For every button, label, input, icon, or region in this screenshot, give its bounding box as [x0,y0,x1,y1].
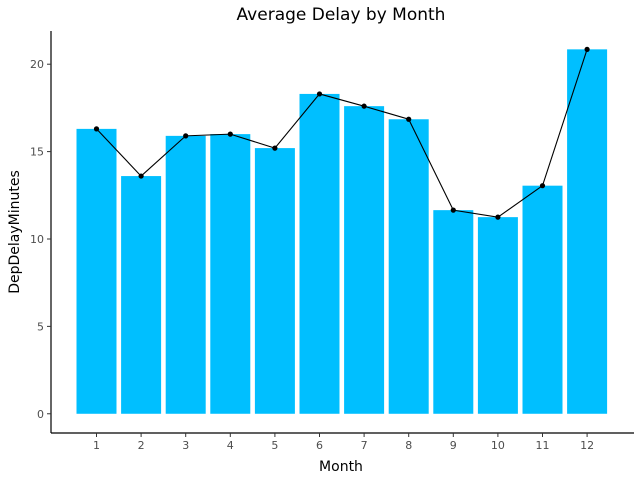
point-month-4 [227,131,233,137]
series-line [96,49,588,218]
bar-month-8 [388,119,429,414]
point-month-2 [138,173,144,179]
point-month-12 [584,46,590,52]
points-group [93,46,590,220]
x-axis-label: Month [319,459,363,475]
bars-group [76,49,608,414]
x-tick-label-10: 10 [491,439,505,452]
bar-month-2 [121,176,162,414]
chart-title: Average Delay by Month [237,5,446,25]
bar-month-10 [477,217,518,414]
x-ticks-group: 1 2 3 4 5 6 7 8 9 10 11 12 [93,433,594,452]
point-month-3 [183,133,189,139]
y-tick-label-0: 0 [37,408,44,421]
x-tick-label-8: 8 [405,439,412,452]
y-tick-label-10: 10 [30,233,44,246]
point-month-5 [272,145,278,151]
bar-month-12 [567,49,608,414]
x-tick-label-12: 12 [580,439,594,452]
x-tick-label-6: 6 [316,439,323,452]
x-tick-label-3: 3 [182,439,189,452]
line-layer [96,49,588,218]
y-tick-label-5: 5 [37,320,44,333]
x-tick-label-11: 11 [536,439,550,452]
bar-month-11 [522,185,563,414]
x-tick-label-7: 7 [361,439,368,452]
x-tick-label-4: 4 [227,439,234,452]
x-tick-label-2: 2 [138,439,145,452]
x-tick-label-1: 1 [93,439,100,452]
point-month-6 [316,91,323,97]
x-tick-label-5: 5 [271,439,278,452]
bar-month-1 [76,128,117,414]
y-ticks-group: 0 5 10 15 20 [30,58,51,421]
point-month-9 [450,207,456,213]
bar-month-5 [254,148,295,414]
bar-month-4 [210,134,251,414]
point-month-1 [93,126,100,132]
bar-month-6 [299,93,340,414]
y-tick-label-15: 15 [30,146,44,159]
y-axis-label: DepDelayMinutes [7,170,23,294]
y-tick-label-20: 20 [30,58,44,71]
point-month-7 [361,103,367,109]
point-month-11 [539,183,546,189]
bar-month-9 [433,210,474,414]
point-month-8 [406,116,412,122]
point-month-10 [495,214,501,220]
bar-month-7 [344,106,385,414]
x-tick-label-9: 9 [450,439,457,452]
bar-month-3 [165,135,206,414]
